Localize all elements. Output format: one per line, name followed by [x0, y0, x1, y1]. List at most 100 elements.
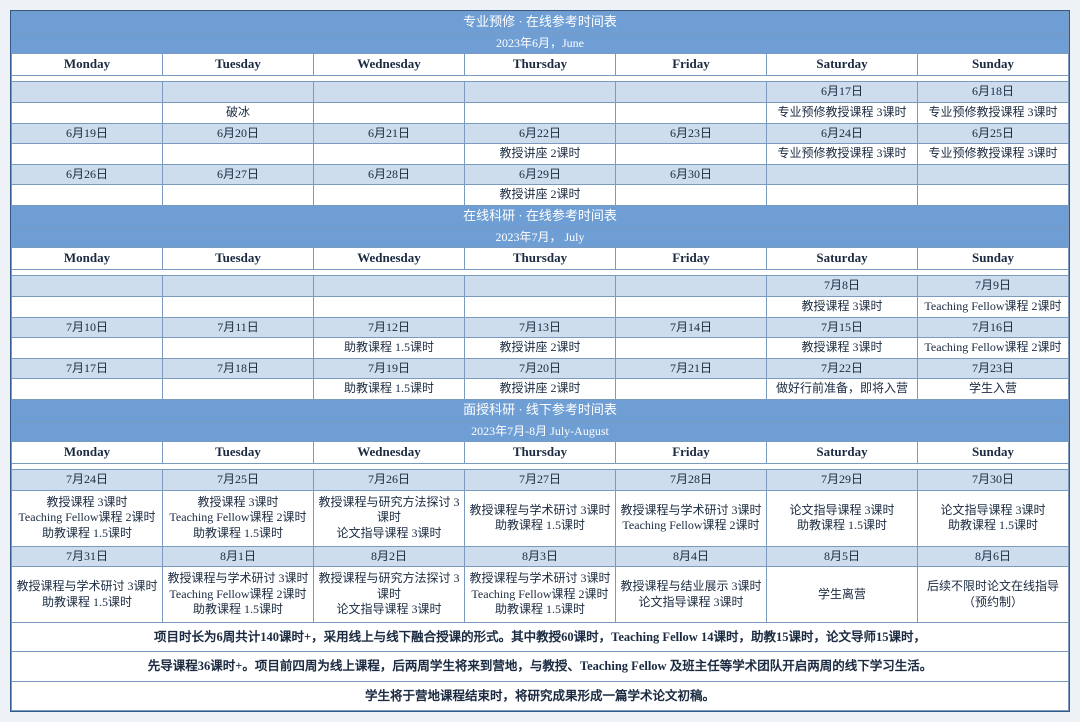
footer-l2: 先导课程36课时+。项目前四周为线上课程，后两周学生将来到营地，与教授、Teac…: [12, 652, 1069, 681]
cell: 教授课程与研究方法探讨 3课时论文指导课程 3课时: [314, 567, 465, 623]
cell: 教授课程与学术研讨 3课时助教课程 1.5课时: [465, 490, 616, 546]
cell: [616, 296, 767, 317]
cell: 8月6日: [918, 546, 1069, 567]
cell: [314, 296, 465, 317]
cell: 教授课程 3课时: [767, 338, 918, 359]
cell: 教授课程 3课时Teaching Fellow课程 2课时助教课程 1.5课时: [12, 490, 163, 546]
cell: 6月20日: [163, 123, 314, 144]
sec2-sub: 2023年7月， July: [12, 227, 1069, 248]
cell: 7月12日: [314, 317, 465, 338]
cell: [314, 185, 465, 206]
cell: 论文指导课程 3课时助教课程 1.5课时: [918, 490, 1069, 546]
dayhdr-wed: Wednesday: [314, 54, 465, 76]
cell: [314, 82, 465, 103]
cell: [616, 338, 767, 359]
cell: 助教课程 1.5课时: [314, 379, 465, 400]
sec3-sub: 2023年7月-8月 July-August: [12, 421, 1069, 442]
cell: 7月21日: [616, 358, 767, 379]
cell: 7月13日: [465, 317, 616, 338]
cell: [12, 185, 163, 206]
cell: 7月11日: [163, 317, 314, 338]
cell: 7月19日: [314, 358, 465, 379]
dayhdr-mon: Monday: [12, 248, 163, 270]
dayhdr-thu: Thursday: [465, 248, 616, 270]
cell: 7月17日: [12, 358, 163, 379]
cell: 专业预修教授课程 3课时: [918, 102, 1069, 123]
cell: [314, 102, 465, 123]
cell: 7月26日: [314, 470, 465, 491]
dayhdr-sun: Sunday: [918, 442, 1069, 464]
cell: [465, 82, 616, 103]
cell: [616, 276, 767, 297]
cell: 7月25日: [163, 470, 314, 491]
dayhdr-tue: Tuesday: [163, 54, 314, 76]
cell: 教授讲座 2课时: [465, 185, 616, 206]
cell: 7月15日: [767, 317, 918, 338]
cell: [163, 185, 314, 206]
dayhdr-thu: Thursday: [465, 442, 616, 464]
cell: [12, 276, 163, 297]
cell: [616, 379, 767, 400]
dayhdr-sat: Saturday: [767, 442, 918, 464]
dayhdr-sun: Sunday: [918, 54, 1069, 76]
cell: [767, 164, 918, 185]
cell: 7月14日: [616, 317, 767, 338]
cell: 6月22日: [465, 123, 616, 144]
dayhdr-mon: Monday: [12, 54, 163, 76]
cell: [163, 276, 314, 297]
footer-l1: 项目时长为6周共计140课时+，采用线上与线下融合授课的形式。其中教授60课时，…: [12, 623, 1069, 652]
cell: [465, 102, 616, 123]
cell: 助教课程 1.5课时: [314, 338, 465, 359]
cell: 论文指导课程 3课时助教课程 1.5课时: [767, 490, 918, 546]
cell: 7月16日: [918, 317, 1069, 338]
cell: 6月25日: [918, 123, 1069, 144]
cell: 教授讲座 2课时: [465, 144, 616, 165]
cell: 7月18日: [163, 358, 314, 379]
cell: 后续不限时论文在线指导（预约制）: [918, 567, 1069, 623]
cell: 7月28日: [616, 470, 767, 491]
cell: 专业预修教授课程 3课时: [767, 144, 918, 165]
cell: 8月3日: [465, 546, 616, 567]
cell: 教授讲座 2课时: [465, 338, 616, 359]
cell: 教授课程与研究方法探讨 3课时论文指导课程 3课时: [314, 490, 465, 546]
cell: [918, 185, 1069, 206]
cell: 教授课程与学术研讨 3课时助教课程 1.5课时: [12, 567, 163, 623]
dayhdr-fri: Friday: [616, 54, 767, 76]
cell: 7月20日: [465, 358, 616, 379]
cell: 8月1日: [163, 546, 314, 567]
cell: [465, 276, 616, 297]
cell: Teaching Fellow课程 2课时: [918, 338, 1069, 359]
dayhdr-wed: Wednesday: [314, 248, 465, 270]
cell: [12, 379, 163, 400]
cell: 8月4日: [616, 546, 767, 567]
cell: 教授课程与结业展示 3课时论文指导课程 3课时: [616, 567, 767, 623]
cell: 6月21日: [314, 123, 465, 144]
cell: 专业预修教授课程 3课时: [767, 102, 918, 123]
sec2-title: 在线科研 · 在线参考时间表: [12, 205, 1069, 227]
cell: 7月23日: [918, 358, 1069, 379]
dayhdr-sat: Saturday: [767, 248, 918, 270]
dayhdr-wed: Wednesday: [314, 442, 465, 464]
cell: 教授课程 3课时Teaching Fellow课程 2课时助教课程 1.5课时: [163, 490, 314, 546]
cell: [12, 102, 163, 123]
cell: 教授课程与学术研讨 3课时Teaching Fellow课程 2课时助教课程 1…: [465, 567, 616, 623]
dayhdr-sat: Saturday: [767, 54, 918, 76]
cell: 7月22日: [767, 358, 918, 379]
cell: [12, 144, 163, 165]
cell: 破冰: [163, 102, 314, 123]
cell: 6月17日: [767, 82, 918, 103]
schedule-table: 专业预修 · 在线参考时间表 2023年6月，June Monday Tuesd…: [11, 11, 1069, 711]
dayhdr-thu: Thursday: [465, 54, 616, 76]
cell: 7月10日: [12, 317, 163, 338]
cell: 7月24日: [12, 470, 163, 491]
cell: 教授课程与学术研讨 3课时Teaching Fellow课程 2课时助教课程 1…: [163, 567, 314, 623]
cell: [465, 296, 616, 317]
cell: [12, 82, 163, 103]
cell: [163, 296, 314, 317]
cell: [163, 82, 314, 103]
cell: [12, 338, 163, 359]
cell: [616, 144, 767, 165]
cell: 6月26日: [12, 164, 163, 185]
footer-l3: 学生将于营地课程结束时，将研究成果形成一篇学术论文初稿。: [12, 681, 1069, 710]
cell: 6月28日: [314, 164, 465, 185]
